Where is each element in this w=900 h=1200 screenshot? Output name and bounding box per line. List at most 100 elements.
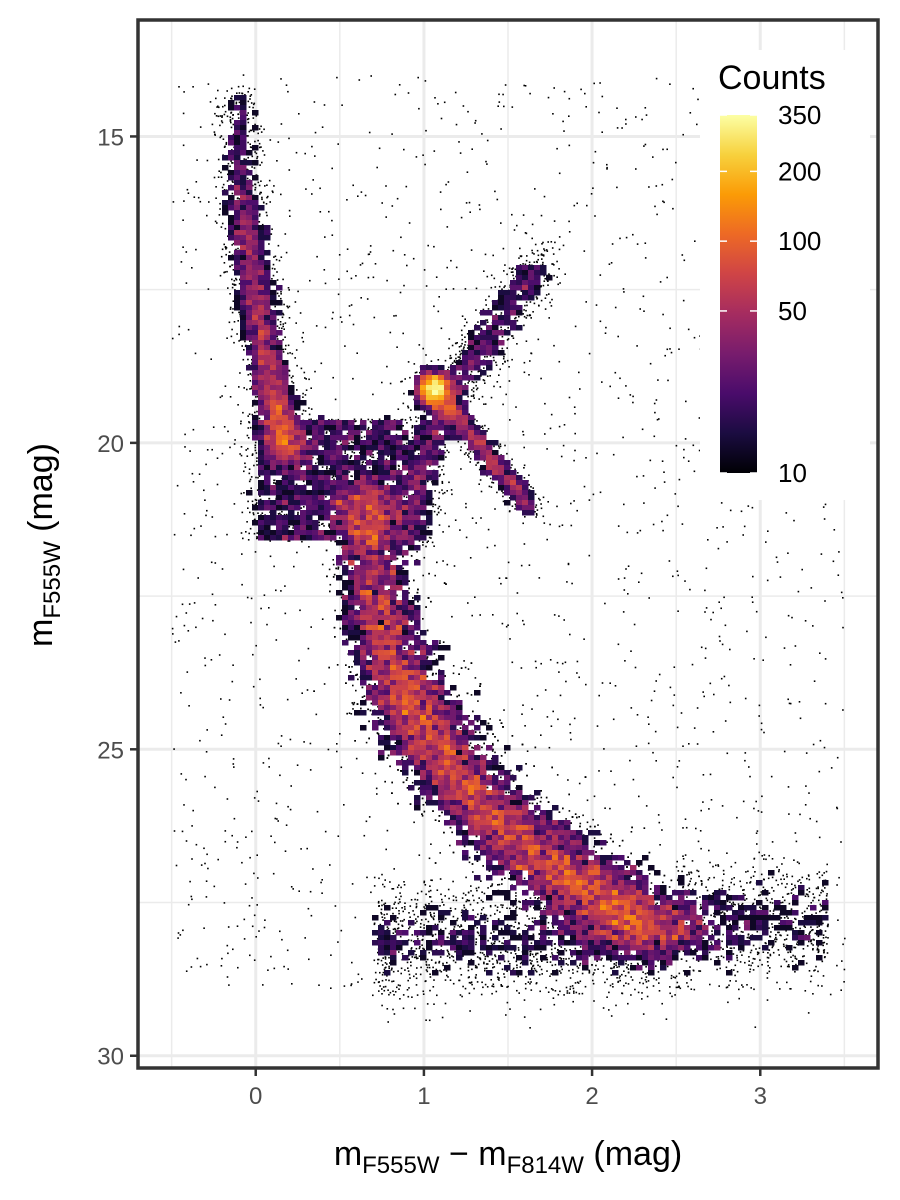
star-point bbox=[459, 926, 461, 928]
star-point bbox=[500, 281, 502, 283]
star-point bbox=[503, 355, 505, 358]
star-point bbox=[321, 126, 324, 128]
star-point bbox=[531, 252, 534, 254]
star-point bbox=[811, 913, 813, 916]
star-point bbox=[190, 966, 193, 968]
star-point bbox=[384, 985, 387, 988]
star-point bbox=[406, 989, 409, 991]
star-point bbox=[381, 993, 383, 995]
star-point bbox=[513, 956, 515, 959]
star-point bbox=[203, 847, 205, 850]
star-point bbox=[186, 188, 189, 191]
star-point bbox=[522, 619, 524, 622]
star-point bbox=[755, 800, 757, 803]
star-point bbox=[399, 998, 401, 1000]
star-point bbox=[810, 939, 813, 941]
star-point bbox=[343, 985, 346, 987]
star-point bbox=[451, 615, 453, 618]
star-point bbox=[557, 927, 559, 929]
star-point bbox=[541, 258, 543, 260]
star-point bbox=[398, 884, 400, 886]
star-point bbox=[405, 755, 408, 758]
star-point bbox=[751, 962, 754, 964]
star-point bbox=[291, 352, 294, 355]
star-point bbox=[523, 477, 526, 479]
star-point bbox=[576, 660, 579, 663]
star-point bbox=[578, 816, 580, 818]
star-point bbox=[384, 780, 386, 783]
star-point bbox=[547, 921, 550, 924]
star-point bbox=[606, 168, 608, 170]
density-cell bbox=[252, 225, 259, 231]
star-point bbox=[199, 739, 201, 742]
star-point bbox=[748, 964, 750, 966]
density-cell bbox=[252, 400, 259, 406]
star-point bbox=[524, 983, 527, 985]
star-point bbox=[511, 661, 514, 664]
star-point bbox=[661, 1002, 663, 1005]
star-point bbox=[778, 870, 780, 873]
star-point bbox=[749, 881, 752, 883]
star-point bbox=[756, 953, 759, 956]
star-point bbox=[822, 922, 824, 925]
star-point bbox=[448, 952, 450, 955]
density-cell bbox=[468, 365, 475, 371]
star-point bbox=[203, 927, 205, 929]
star-point bbox=[412, 493, 415, 496]
density-cell bbox=[252, 205, 259, 211]
star-point bbox=[254, 449, 257, 452]
density-cell bbox=[264, 265, 271, 271]
density-cell bbox=[246, 240, 253, 246]
density-cell bbox=[234, 120, 241, 126]
density-cell bbox=[420, 405, 427, 411]
star-point bbox=[815, 887, 818, 890]
star-point bbox=[718, 938, 720, 941]
star-point bbox=[556, 505, 558, 508]
star-point bbox=[233, 503, 236, 505]
star-point bbox=[666, 148, 668, 151]
star-point bbox=[449, 907, 452, 910]
star-point bbox=[661, 520, 663, 523]
star-point bbox=[720, 912, 723, 914]
star-point bbox=[717, 547, 720, 550]
star-point bbox=[654, 730, 657, 733]
star-point bbox=[445, 583, 447, 585]
star-point bbox=[515, 908, 517, 910]
star-point bbox=[728, 886, 731, 888]
star-point bbox=[415, 903, 418, 905]
star-point bbox=[305, 188, 307, 190]
star-point bbox=[631, 826, 633, 829]
star-point bbox=[790, 956, 792, 958]
star-point bbox=[446, 936, 449, 939]
star-point bbox=[536, 802, 538, 805]
star-point bbox=[540, 734, 542, 736]
star-point bbox=[397, 970, 399, 972]
star-point bbox=[429, 911, 432, 914]
star-point bbox=[410, 409, 412, 411]
density-cell bbox=[246, 325, 253, 331]
star-point bbox=[280, 735, 283, 737]
star-point bbox=[254, 183, 257, 186]
star-point bbox=[830, 767, 833, 769]
star-point bbox=[414, 950, 416, 952]
density-cell bbox=[486, 365, 493, 371]
star-point bbox=[578, 371, 580, 374]
star-point bbox=[530, 942, 533, 944]
star-point bbox=[749, 775, 751, 778]
star-point bbox=[521, 713, 523, 715]
star-point bbox=[414, 450, 416, 452]
star-point bbox=[338, 254, 341, 256]
density-cell bbox=[264, 410, 271, 416]
star-point bbox=[389, 962, 391, 964]
star-point bbox=[816, 947, 819, 950]
star-point bbox=[410, 947, 413, 949]
star-point bbox=[444, 444, 446, 446]
star-point bbox=[408, 580, 410, 582]
star-point bbox=[346, 712, 348, 715]
star-point bbox=[464, 442, 466, 445]
star-point bbox=[475, 388, 478, 391]
star-point bbox=[780, 917, 783, 919]
star-point bbox=[398, 468, 400, 470]
star-point bbox=[644, 979, 647, 981]
star-point bbox=[696, 123, 698, 126]
